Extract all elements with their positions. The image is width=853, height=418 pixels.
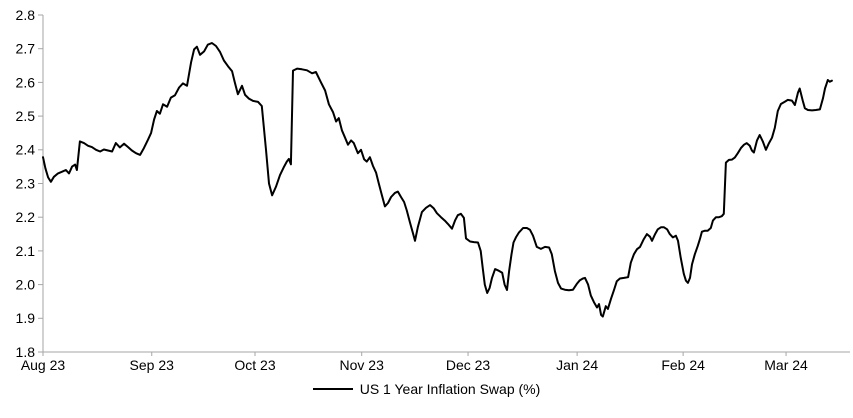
y-tick-label: 2.6 [16,74,36,90]
x-tick-label: Jan 24 [556,357,598,373]
y-tick-label: 2.8 [16,7,36,23]
legend-line-sample [312,388,353,390]
y-tick-label: 2.0 [16,277,36,293]
legend-label: US 1 Year Inflation Swap (%) [359,381,541,397]
y-tick-label: 2.2 [16,209,36,225]
x-tick-label: Sep 23 [130,357,175,373]
y-tick-label: 2.3 [16,175,36,191]
x-axis: Aug 23 Sep 23 Oct 23 Nov 23 Dec 23 Jan 24 Feb … [21,351,850,373]
y-tick-label: 2.5 [16,108,36,124]
y-axis: 2.8 2.7 2.6 2.5 2.4 2.3 2.2 2.1 2.0 1.9 1.8 [16,7,44,360]
x-tick-label: Oct 23 [234,357,275,373]
x-tick-label: Dec 23 [446,357,491,373]
series-line [42,42,833,318]
x-tick-label: Feb 24 [661,357,705,373]
y-tick-label: 2.7 [16,41,36,57]
y-tick-label: 1.8 [16,344,36,360]
y-tick-label: 2.4 [16,142,36,158]
x-tick-label: Nov 23 [340,357,385,373]
y-tick-label: 1.9 [16,310,36,326]
x-tick-label: Aug 23 [21,357,66,373]
chart-legend: US 1 Year Inflation Swap (%) [0,380,853,398]
x-tick-label: Mar 24 [764,357,808,373]
y-tick-label: 2.1 [16,243,36,259]
